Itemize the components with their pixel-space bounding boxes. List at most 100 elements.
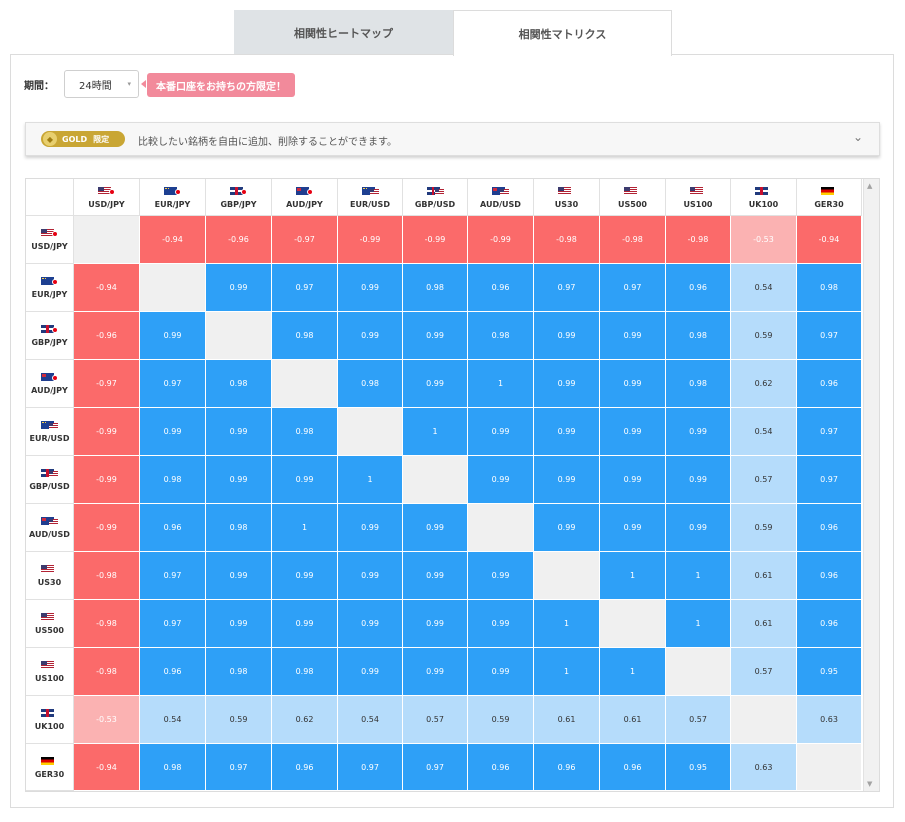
correlation-cell: 0.98 [272,408,338,456]
correlation-cell: 0.99 [338,648,403,696]
column-header: EUR/JPY [140,179,206,216]
correlation-cell: 0.99 [468,648,534,696]
scroll-down-icon[interactable]: ▼ [867,780,873,788]
correlation-cell: 0.99 [338,312,403,360]
correlation-cell: 0.57 [731,648,797,696]
correlation-cell: 0.99 [338,264,403,312]
diagonal-cell [666,648,731,696]
correlation-cell: -0.94 [797,216,862,264]
correlation-cell: 0.96 [797,552,862,600]
column-header-label: GER30 [814,200,844,209]
correlation-cell: 0.57 [666,696,731,744]
row-header-label: EUR/USD [29,434,70,443]
row-header: GBP/JPY [26,312,74,360]
correlation-cell: 0.98 [797,264,862,312]
us-flag-icon [558,186,575,196]
correlation-cell: 0.99 [272,552,338,600]
us-flag-icon [98,186,115,196]
correlation-cell: 0.99 [206,408,272,456]
correlation-cell: 0.99 [534,456,600,504]
correlation-matrix: ▲ ▼ USD/JPY USD/JPY EUR/JPY EUR/JPY GBP/JPY G… [25,178,880,792]
us-flag-icon [41,564,58,574]
correlation-cell: -0.53 [74,696,140,744]
row-header-label: GBP/USD [29,482,70,491]
correlation-cell: 0.99 [403,552,468,600]
au-flag-icon [41,516,58,526]
diagonal-cell [797,744,862,791]
correlation-cell: 0.96 [600,744,666,791]
correlation-cell: -0.99 [403,216,468,264]
correlation-cell: -0.53 [731,216,797,264]
de-flag-icon [41,756,58,766]
correlation-cell: 0.97 [206,744,272,791]
diagonal-cell [600,600,666,648]
correlation-cell: -0.98 [534,216,600,264]
correlation-cell: 0.96 [272,744,338,791]
uk-flag-icon [426,186,444,196]
matrix-corner [26,179,74,216]
correlation-cell: -0.94 [74,744,140,791]
promo-badge: 本番口座をお持ちの方限定！ [147,73,295,97]
row-header-label: US100 [35,674,64,683]
correlation-cell: 0.98 [206,504,272,552]
matrix-scrollbar[interactable]: ▲ ▼ [863,179,879,791]
correlation-cell: 0.99 [140,408,206,456]
column-header-label: UK100 [748,200,779,209]
correlation-cell: 0.98 [272,648,338,696]
tab-heatmap[interactable]: 相関性ヒートマップ [234,10,453,55]
correlation-cell: 0.99 [338,552,403,600]
period-label: 期間： [24,81,54,92]
correlation-cell: 0.99 [403,360,468,408]
row-header: USD/JPY [26,216,74,264]
correlation-cell: 0.61 [600,696,666,744]
correlation-cell: 0.98 [140,456,206,504]
row-header: EUR/USD [26,408,74,456]
correlation-cell: 0.95 [666,744,731,791]
column-header-label: EUR/USD [350,200,390,209]
gold-feature-bar[interactable]: ◆ GOLD 限定 比較したい銘柄を自由に追加、削除することができます。 ⌄ [25,122,880,156]
correlation-cell: 0.99 [534,312,600,360]
correlation-cell: 0.54 [338,696,403,744]
correlation-cell: 0.99 [272,600,338,648]
correlation-cell: 1 [534,648,600,696]
correlation-cell: 0.97 [403,744,468,791]
correlation-cell: 0.96 [468,264,534,312]
tab-matrix[interactable]: 相関性マトリクス [453,10,672,56]
correlation-cell: 0.98 [206,360,272,408]
column-header: USD/JPY [74,179,140,216]
correlation-cell: -0.99 [74,408,140,456]
correlation-cell: -0.98 [74,552,140,600]
correlation-cell: -0.96 [206,216,272,264]
correlation-cell: 0.98 [272,312,338,360]
correlation-cell: 0.99 [534,504,600,552]
row-header-label: USD/JPY [31,242,68,251]
row-header: US500 [26,600,74,648]
correlation-cell: 0.54 [731,264,797,312]
au-flag-icon [492,186,509,196]
tab-bar: 相関性ヒートマップ 相関性マトリクス [234,10,672,56]
correlation-cell: 0.96 [797,600,862,648]
correlation-cell: 0.96 [797,504,862,552]
period-select[interactable]: 24時間 ▾ [64,70,139,98]
column-header-label: GBP/USD [414,200,456,209]
column-header-label: AUD/USD [480,200,521,209]
correlation-cell: 0.97 [338,744,403,791]
correlation-cell: 0.98 [468,312,534,360]
chevron-down-icon[interactable]: ⌄ [852,130,863,144]
correlation-cell: 0.61 [534,696,600,744]
eu-flag-icon [41,276,58,286]
correlation-cell: 0.62 [731,360,797,408]
correlation-cell: 0.96 [534,744,600,791]
column-header-label: EUR/JPY [154,200,191,209]
correlation-cell: 0.63 [797,696,862,744]
correlation-cell: 0.99 [206,552,272,600]
chevron-down-icon: ▾ [127,80,131,88]
correlation-cell: -0.99 [74,504,140,552]
scroll-up-icon[interactable]: ▲ [867,182,873,190]
correlation-cell: 0.97 [140,360,206,408]
correlation-cell: 0.97 [797,456,862,504]
correlation-cell: 0.59 [731,504,797,552]
correlation-cell: 0.96 [140,504,206,552]
correlation-cell: 0.99 [403,504,468,552]
correlation-cell: 0.98 [338,360,403,408]
